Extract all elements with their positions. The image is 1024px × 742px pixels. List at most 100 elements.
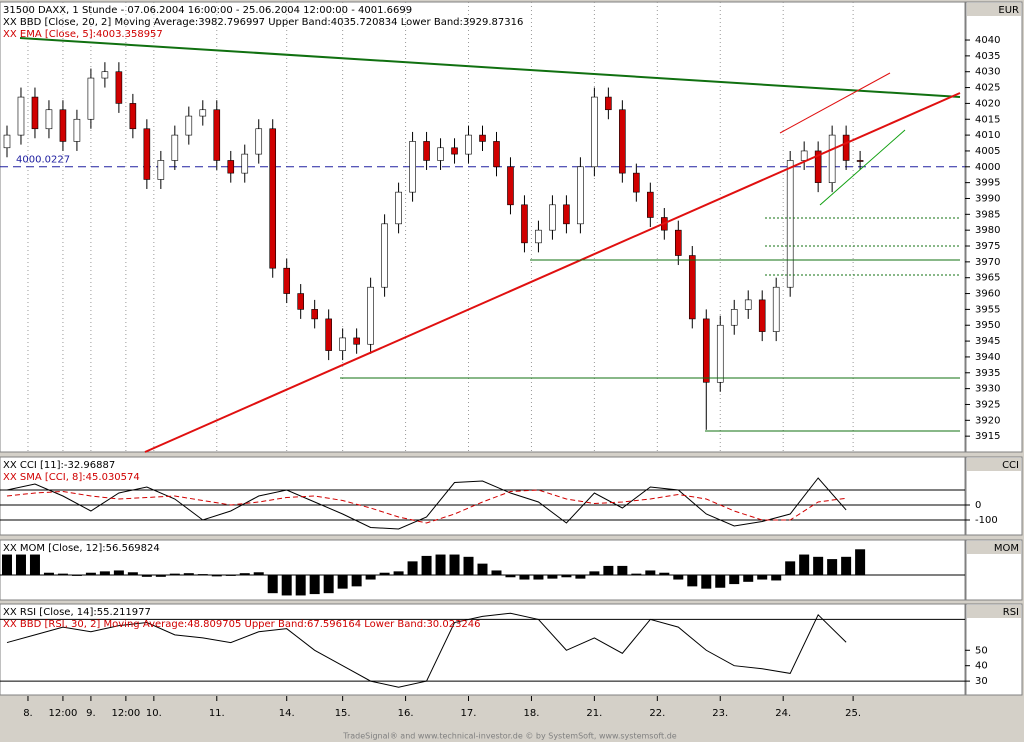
momentum-bar [435, 554, 446, 575]
legend-entry: XX BBD [RSI, 30, 2] Moving Average:48.80… [3, 619, 481, 630]
y-tick-label: 0 [975, 500, 981, 511]
momentum-bar [337, 575, 348, 589]
y-tick-label: -100 [975, 515, 998, 526]
x-tick-label: 12:00 [49, 708, 78, 719]
momentum-bar [421, 555, 432, 575]
x-tick-label: 18. [523, 708, 539, 719]
y-tick-label: 3945 [975, 336, 1000, 347]
candle-body [786, 160, 794, 288]
momentum-bar [29, 554, 40, 575]
momentum-bar [757, 575, 768, 580]
unit-label: EUR [998, 5, 1019, 16]
layers: EUR 3915 3920 3925 3930 3935 3940 3945 3950 3955 3… [0, 1, 1023, 728]
y-tick-label: 3995 [975, 178, 1000, 189]
momentum-bar [309, 575, 320, 595]
candle-body [409, 141, 416, 193]
momentum-bar [575, 575, 586, 579]
momentum-bar [57, 573, 68, 575]
y-tick-label: 4040 [975, 35, 1000, 46]
momentum-bar [813, 556, 824, 575]
y-tick-label: 3950 [975, 320, 1000, 331]
momentum-bar [799, 554, 810, 575]
x-tick-label: 21. [586, 708, 602, 719]
unit-box [967, 541, 1021, 554]
channel-line [779, 72, 891, 134]
unit-box [967, 605, 1021, 618]
momentum-bar [183, 573, 194, 575]
candle-body [353, 337, 360, 345]
indicator-line [6, 489, 847, 524]
legend-entry: XX SMA [CCI, 8]:45.030574 [3, 472, 140, 483]
momentum-bar [99, 571, 110, 575]
momentum-bar [533, 575, 544, 580]
momentum-bar [127, 572, 138, 575]
momentum-bar [519, 575, 530, 580]
momentum-bar [113, 570, 124, 575]
legend-entry: XX BBD [Close, 20, 2] Moving Average:398… [3, 17, 523, 28]
indicator-line [6, 477, 847, 530]
momentum-bar [631, 573, 642, 575]
x-tick-label: 23. [712, 708, 728, 719]
momentum-bar [547, 575, 558, 579]
y-tick-label: 3915 [975, 431, 1000, 442]
x-tick-label: 25. [845, 708, 861, 719]
y-tick-label: 50 [975, 645, 988, 656]
candle-body [227, 160, 235, 174]
candle-body [199, 109, 207, 117]
x-tick-label: 11. [209, 708, 225, 719]
y-tick-label: 3940 [975, 352, 1000, 363]
y-tick-label: 4015 [975, 114, 1000, 125]
x-tick-label: 8. [23, 708, 33, 719]
momentum-bar [841, 556, 852, 575]
candle-body [605, 96, 612, 111]
x-tick-label: 9. [86, 708, 96, 719]
candle-body [507, 166, 514, 206]
y-tick-label: 3955 [975, 304, 1000, 315]
momentum-bar [743, 575, 754, 582]
momentum-bar [673, 575, 684, 580]
trend-line [19, 37, 961, 98]
candle-body [479, 134, 486, 142]
candle-body [297, 293, 304, 310]
x-tick-label: 22. [649, 708, 665, 719]
trend-line [144, 92, 961, 453]
momentum-bar [379, 572, 390, 575]
candle-body [758, 299, 766, 332]
candle-body [549, 204, 556, 231]
candle-body [395, 191, 402, 225]
level-label: 4000.0227 [16, 155, 70, 166]
legend-entry: XX EMA [Close, 5]:4003.358957 [3, 29, 163, 40]
momentum-bar [505, 575, 516, 578]
candle-body [59, 109, 67, 142]
candle-body [688, 255, 696, 320]
momentum-bar [239, 573, 250, 575]
candle-body [730, 309, 738, 326]
candle-body [800, 150, 808, 161]
plot-area [0, 456, 966, 536]
candle-body [101, 71, 109, 79]
candle-body [814, 150, 822, 183]
candle-body [255, 128, 263, 155]
momentum-bar [687, 575, 698, 587]
x-tick-label: 16. [398, 708, 414, 719]
channel-line [819, 129, 906, 206]
momentum-bar [169, 573, 180, 575]
candle-body [143, 128, 151, 180]
momentum-bar [323, 575, 334, 594]
trend-lines [19, 37, 961, 453]
y-tick-label: 4010 [975, 130, 1000, 141]
candle-body [325, 318, 332, 351]
candle-body [437, 147, 444, 161]
momentum-bar [253, 572, 264, 575]
candle-body [45, 109, 53, 130]
y-tick-label: 3970 [975, 257, 1000, 268]
unit-box [967, 458, 1021, 471]
candle-body [828, 134, 836, 183]
candle-body [465, 134, 472, 155]
momentum-bar [211, 575, 222, 577]
y-tick-label: 3975 [975, 241, 1000, 252]
unit-label: CCI [1002, 460, 1019, 471]
momentum-bar [295, 575, 306, 596]
y-tick-label: 3965 [975, 273, 1000, 284]
candle-body [702, 318, 710, 383]
